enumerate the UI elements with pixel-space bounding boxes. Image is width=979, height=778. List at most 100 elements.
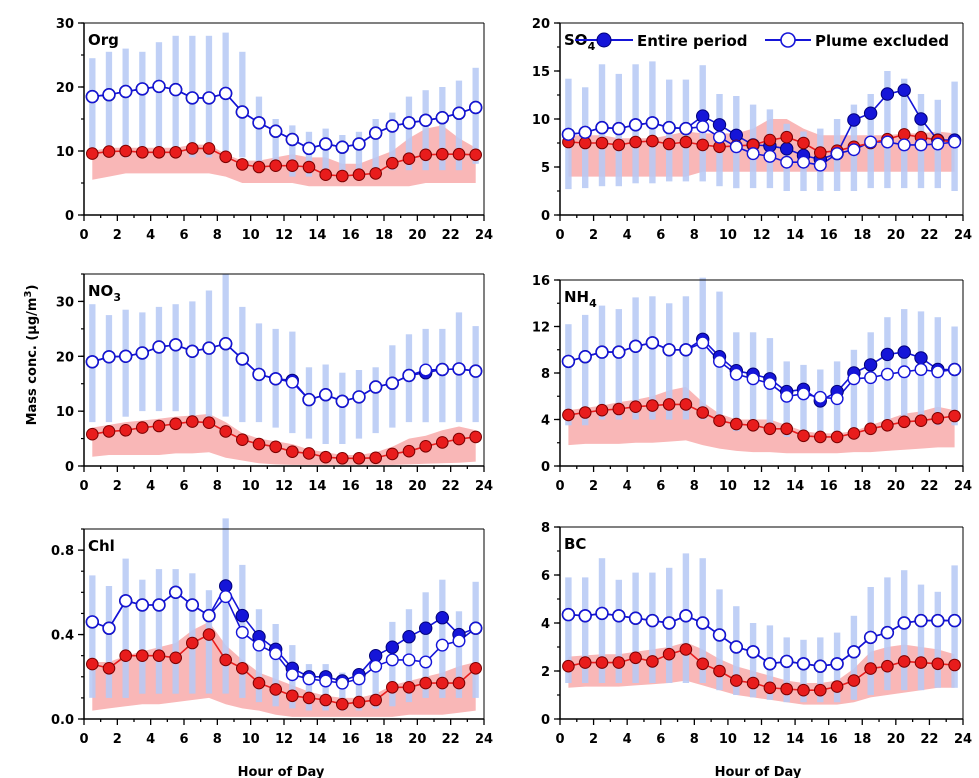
plume-excluded-point — [931, 365, 945, 379]
red-point — [662, 398, 676, 411]
y-tick-label: 6 — [541, 569, 550, 584]
plume-excluded-point — [763, 377, 777, 391]
blue-range-bar — [372, 655, 379, 709]
plume-excluded-point — [219, 590, 233, 604]
red-point — [136, 649, 149, 663]
blue-range-bar — [649, 296, 656, 420]
x-axis-title-right: Hour of Day — [715, 765, 802, 778]
red-point — [236, 433, 249, 447]
plume-excluded-point — [645, 336, 659, 350]
red-point — [763, 133, 777, 147]
plume-excluded-point — [897, 616, 911, 630]
plume-excluded-point — [763, 657, 777, 671]
x-tick-label: 14 — [308, 732, 326, 747]
plume-excluded-point — [369, 659, 383, 673]
red-point — [402, 152, 416, 165]
red-point — [797, 683, 810, 697]
red-point — [595, 403, 609, 417]
x-tick-label: 24 — [475, 732, 493, 747]
plume-excluded-point — [561, 354, 575, 368]
panel-label-bc: BC — [564, 535, 586, 553]
red-point — [269, 683, 283, 696]
red-point — [830, 430, 844, 444]
y-tick-label: 10 — [56, 145, 74, 160]
red-point — [452, 676, 466, 690]
red-point — [252, 676, 266, 690]
plume-excluded-point — [931, 614, 945, 628]
plume-excluded-point — [102, 350, 116, 364]
x-tick-label: 24 — [954, 732, 972, 747]
x-tick-label: 16 — [820, 228, 838, 243]
blue-range-bar — [289, 125, 296, 177]
plume-excluded-point — [813, 158, 827, 172]
blue-range-bar — [615, 309, 622, 420]
plume-excluded-point — [729, 367, 743, 381]
plume-excluded-point — [662, 121, 676, 135]
blue-range-bar — [122, 558, 129, 698]
plume-excluded-point — [285, 132, 299, 146]
entire-period-point — [863, 358, 878, 372]
red-point — [679, 135, 693, 149]
blue-range-bar — [339, 372, 346, 444]
x-axis-title-left: Hour of Day — [238, 765, 325, 778]
red-range-band — [568, 642, 955, 705]
blue-range-bar — [339, 135, 346, 177]
blue-range-bar — [172, 35, 179, 158]
red-point — [847, 427, 861, 440]
plume-excluded-point — [948, 135, 962, 149]
blue-range-bar — [934, 591, 941, 688]
red-point — [847, 674, 861, 687]
y-tick-label: 16 — [532, 274, 550, 289]
plume-excluded-point — [102, 88, 116, 102]
red-point — [119, 144, 132, 158]
red-point — [152, 146, 166, 159]
plume-excluded-point — [797, 657, 811, 671]
x-tick-label: 6 — [656, 228, 665, 243]
red-point — [578, 136, 592, 150]
plume-excluded-point — [629, 339, 643, 353]
plume-excluded-point — [252, 638, 266, 652]
blue-range-bar — [89, 575, 96, 698]
red-point — [897, 415, 911, 429]
blue-range-bar — [139, 51, 146, 158]
x-tick-label: 0 — [79, 228, 88, 243]
x-tick-label: 0 — [555, 479, 564, 494]
x-tick-label: 12 — [752, 479, 770, 494]
red-point — [864, 422, 877, 436]
blue-range-bar — [189, 573, 196, 694]
plume-excluded-point — [252, 367, 266, 381]
plume-excluded-point — [419, 655, 433, 669]
red-point — [102, 145, 116, 158]
y-tick-label: 4 — [541, 617, 550, 632]
red-point — [746, 676, 760, 690]
red-range-band — [568, 386, 955, 454]
blue-range-bar — [439, 87, 446, 171]
red-point — [696, 657, 710, 671]
x-tick-label: 10 — [719, 732, 737, 747]
plume-excluded-point — [864, 630, 878, 644]
x-tick-label: 18 — [375, 479, 393, 494]
plume-excluded-point — [679, 343, 693, 357]
blue-range-bar — [389, 112, 396, 171]
blue-range-bar — [783, 637, 790, 703]
plume-excluded-point — [931, 137, 945, 151]
x-tick-label: 20 — [408, 732, 426, 747]
plume-excluded-point — [202, 341, 216, 355]
blue-range-bar — [422, 90, 429, 171]
y-tick-label: 10 — [56, 405, 74, 420]
x-tick-label: 4 — [623, 479, 632, 494]
y-tick-label: 5 — [541, 161, 550, 176]
blue-range-bar — [255, 96, 263, 164]
x-tick-label: 4 — [623, 732, 632, 747]
x-tick-label: 20 — [887, 228, 905, 243]
red-point — [86, 427, 99, 441]
red-point — [696, 138, 710, 152]
red-point — [419, 676, 433, 690]
red-point — [286, 445, 299, 459]
blue-range-bar — [472, 581, 479, 698]
plume-excluded-point — [435, 638, 449, 652]
